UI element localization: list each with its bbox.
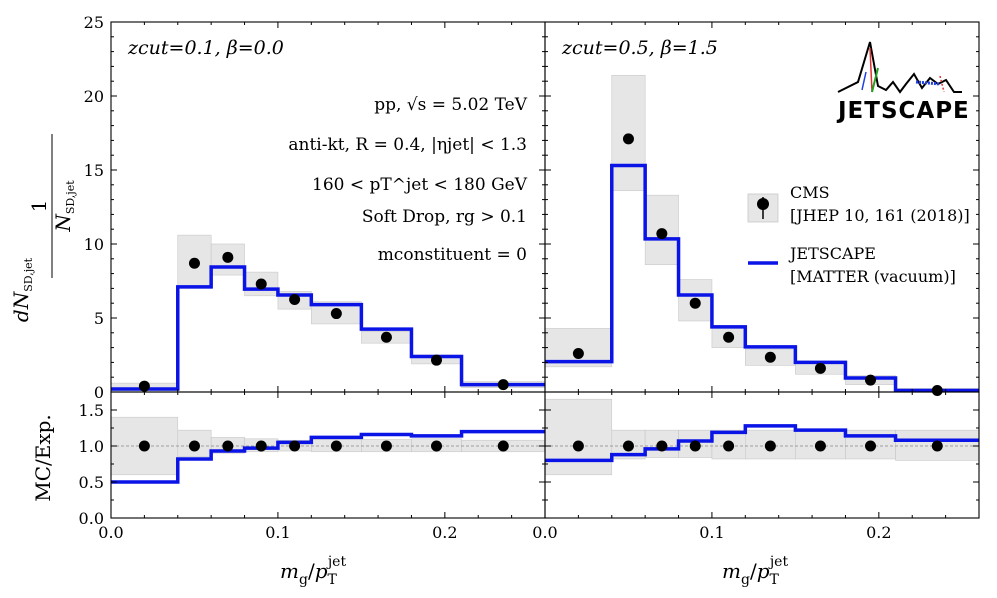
top-y-axis-label: 1 NSD,jet — [27, 134, 77, 278]
legend-cms-ref: [JHEP 10, 161 (2018)] — [790, 206, 970, 225]
left-ratio-cms-point-6 — [380, 440, 392, 452]
right-top-jetscape-line — [545, 163, 979, 393]
right-top-cms-point-1 — [622, 133, 634, 145]
left-xtick-label-1: 0.1 — [265, 523, 290, 542]
legend-cms-label: CMS — [790, 183, 830, 202]
left-top-cms-point-0 — [138, 380, 150, 392]
right-top-panel — [544, 21, 980, 397]
left-ratio-cms-point-0 — [138, 440, 150, 452]
left-ratio-cms-point-2 — [222, 440, 234, 452]
top-y-tick-labels: 0 5 10 15 20 25 — [84, 13, 104, 402]
right-top-cms-point-5 — [764, 351, 776, 363]
left-ratio-panel — [110, 391, 546, 519]
left-ratio-cms-point-8 — [497, 440, 509, 452]
right-xtick-label-1: 0.1 — [699, 523, 724, 542]
logo-blue-line — [861, 71, 867, 91]
logo-red-hatch — [939, 75, 945, 93]
svg-text:1: 1 — [27, 200, 51, 213]
left-x-axis-label: mg/pTjet — [280, 554, 346, 588]
left-top-cms-point-7 — [431, 354, 442, 366]
top-ytick-label-1: 5 — [94, 309, 104, 328]
left-top-cms-point-8 — [497, 379, 509, 391]
annotation-constituent: mconstituent = 0 — [378, 245, 527, 265]
ratio-ytick-label-0: 0.0 — [79, 509, 104, 528]
right-top-cms-point-4 — [723, 331, 735, 343]
right-top-cms-point-7 — [865, 374, 876, 386]
ratio-y-axis-label: MC/Exp. — [31, 414, 55, 502]
left-top-cms-point-5 — [330, 308, 342, 320]
annotation-softdrop: Soft Drop, rg > 0.1 — [362, 207, 527, 227]
right-x-axis-label: mg/pTjet — [722, 554, 788, 588]
logo-mountain-outline — [837, 41, 962, 94]
right-ratio-cms-point-0 — [572, 440, 584, 452]
x-tick-labels: 0.0 0.1 0.2 0.0 0.1 0.2 — [98, 523, 891, 542]
right-top-cms-point-0 — [572, 348, 584, 360]
logo-green-line — [871, 67, 879, 93]
right-ratio-panel — [544, 391, 980, 519]
right-ratio-cms-point-5 — [764, 440, 776, 452]
logo-red-line — [869, 47, 873, 93]
right-ratio-cms-point-6 — [814, 440, 826, 452]
right-xtick-label-0: 0.0 — [532, 523, 557, 542]
left-ratio-cms-point-4 — [289, 440, 301, 452]
left-top-cms-point-2 — [222, 251, 234, 263]
ratio-ytick-label-2: 1.0 — [79, 437, 104, 456]
left-top-cms-point-6 — [380, 331, 392, 343]
svg-text:dNSD,jet: dNSD,jet — [9, 257, 35, 322]
left-ratio-cms-point-1 — [188, 440, 200, 452]
left-ratio-cms-point-5 — [330, 440, 342, 452]
left-ratio-cms-point-7 — [431, 440, 442, 452]
right-ratio-jetscape-line — [545, 424, 979, 463]
right-ratio-cms-point-4 — [723, 440, 735, 452]
top-ytick-label-0: 0 — [94, 383, 104, 402]
top-ytick-label-4: 20 — [84, 87, 104, 106]
top-ytick-label-3: 15 — [84, 161, 104, 180]
right-top-cms-point-8 — [931, 385, 943, 397]
left-top-panel — [110, 21, 546, 393]
top-ytick-label-5: 25 — [84, 13, 104, 32]
left-top-jetscape-line — [111, 265, 545, 391]
top-y-axis-derivative: dNSD,jet — [9, 257, 35, 322]
right-top-cms-point-3 — [689, 297, 701, 309]
left-xtick-label-2: 0.2 — [432, 523, 457, 542]
top-ytick-label-2: 10 — [84, 235, 104, 254]
legend-jetscape-model: [MATTER (vacuum)] — [790, 267, 956, 286]
left-ratio-cms-point-3 — [255, 440, 267, 452]
right-panel-title: zcut=0.5, β=1.5 — [561, 37, 718, 59]
logo-blue-hatch — [915, 80, 941, 86]
right-ratio-cms-point-2 — [656, 440, 668, 452]
left-top-cms-point-4 — [289, 294, 301, 305]
legend-jetscape-label: JETSCAPE — [788, 244, 876, 263]
logo-text: JETSCAPE — [836, 98, 970, 124]
ratio-ytick-label-3: 1.5 — [79, 401, 104, 420]
right-top-band-1 — [611, 74, 646, 192]
right-ratio-band-0 — [544, 398, 613, 476]
legend: CMS [JHEP 10, 161 (2018)] JETSCAPE [MATT… — [747, 183, 970, 286]
left-top-cms-point-1 — [188, 257, 200, 269]
right-ratio-cms-point-7 — [865, 440, 876, 452]
jetscape-logo: JETSCAPE — [836, 41, 970, 124]
right-top-cms-point-2 — [656, 228, 668, 240]
legend-cms-marker — [757, 198, 769, 210]
annotation-pt-range: 160 < pT^jet < 180 GeV — [312, 175, 528, 195]
annotation-collision: pp, √s = 5.02 TeV — [374, 95, 528, 115]
left-top-cms-point-3 — [255, 278, 267, 290]
right-xtick-label-2: 0.2 — [866, 523, 891, 542]
right-ratio-cms-point-8 — [931, 440, 943, 452]
ratio-ytick-label-1: 0.5 — [79, 473, 104, 492]
left-panel-title: zcut=0.1, β=0.0 — [127, 37, 284, 59]
left-xtick-label-0: 0.0 — [98, 523, 123, 542]
right-top-cms-point-6 — [814, 362, 826, 374]
svg-text:NSD,jet: NSD,jet — [51, 180, 77, 233]
left-top-band-2 — [210, 243, 245, 276]
annotation-jet-def: anti-kt, R = 0.4, |ηjet| < 1.3 — [288, 135, 527, 155]
right-ratio-cms-point-3 — [689, 440, 701, 452]
ratio-y-tick-labels: 0.0 0.5 1.0 1.5 — [79, 401, 104, 528]
right-ratio-frame — [544, 391, 980, 519]
right-ratio-cms-point-1 — [622, 440, 634, 452]
